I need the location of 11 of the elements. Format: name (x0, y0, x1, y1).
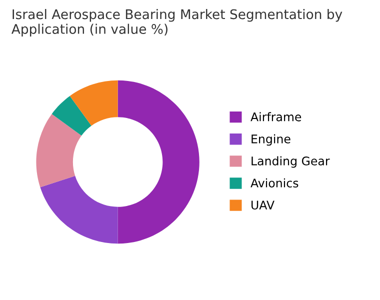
legend-label: Airframe (250, 112, 302, 122)
donut-slice (36, 114, 82, 188)
legend-label: Engine (252, 134, 290, 146)
chart-title: Israel Aerospace Bearing Market Segmentation by Application (in value %) (12, 9, 342, 37)
donut-slice (40, 176, 118, 244)
legend-label: UAV (252, 200, 274, 210)
donut-slice (118, 80, 200, 244)
legend-label: Avionics (250, 178, 298, 188)
donut-slice (52, 96, 92, 136)
donut-slice (70, 80, 118, 126)
legend-label: Landing Gear (252, 156, 330, 168)
